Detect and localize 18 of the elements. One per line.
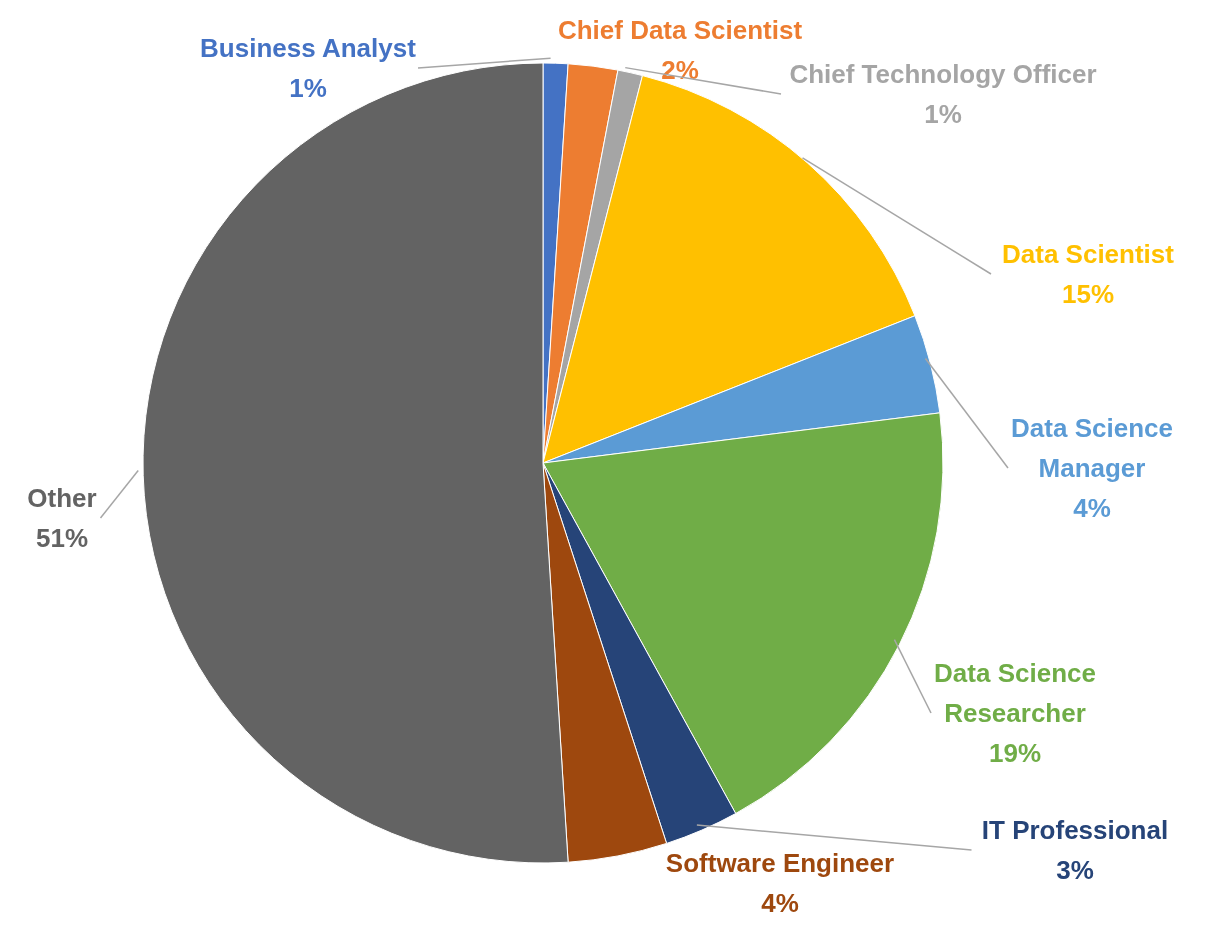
data-label: 4% [761, 888, 799, 918]
data-label: 2% [661, 55, 699, 85]
data-label: 51% [35, 523, 89, 553]
slice-label: Data Science Researcher [934, 658, 1096, 728]
slice-label: Chief Technology Officer [789, 59, 1097, 89]
data-label: 15% [1061, 279, 1115, 309]
slice-label: Software Engineer [665, 848, 895, 878]
data-label: 3% [1056, 855, 1094, 885]
slice-label: IT Professional [981, 815, 1169, 845]
slice-label: Data Scientist [1002, 239, 1175, 269]
slice-label: Business Analyst [200, 33, 417, 63]
data-label: 4% [1073, 493, 1111, 523]
slice-label: Other [27, 483, 97, 513]
data-label: 1% [924, 99, 962, 129]
slice-label: Chief Data Scientist [557, 15, 803, 45]
data-label: 1% [289, 73, 327, 103]
data-label: 19% [988, 738, 1042, 768]
slice-label: Data Science Manager [1011, 413, 1173, 483]
